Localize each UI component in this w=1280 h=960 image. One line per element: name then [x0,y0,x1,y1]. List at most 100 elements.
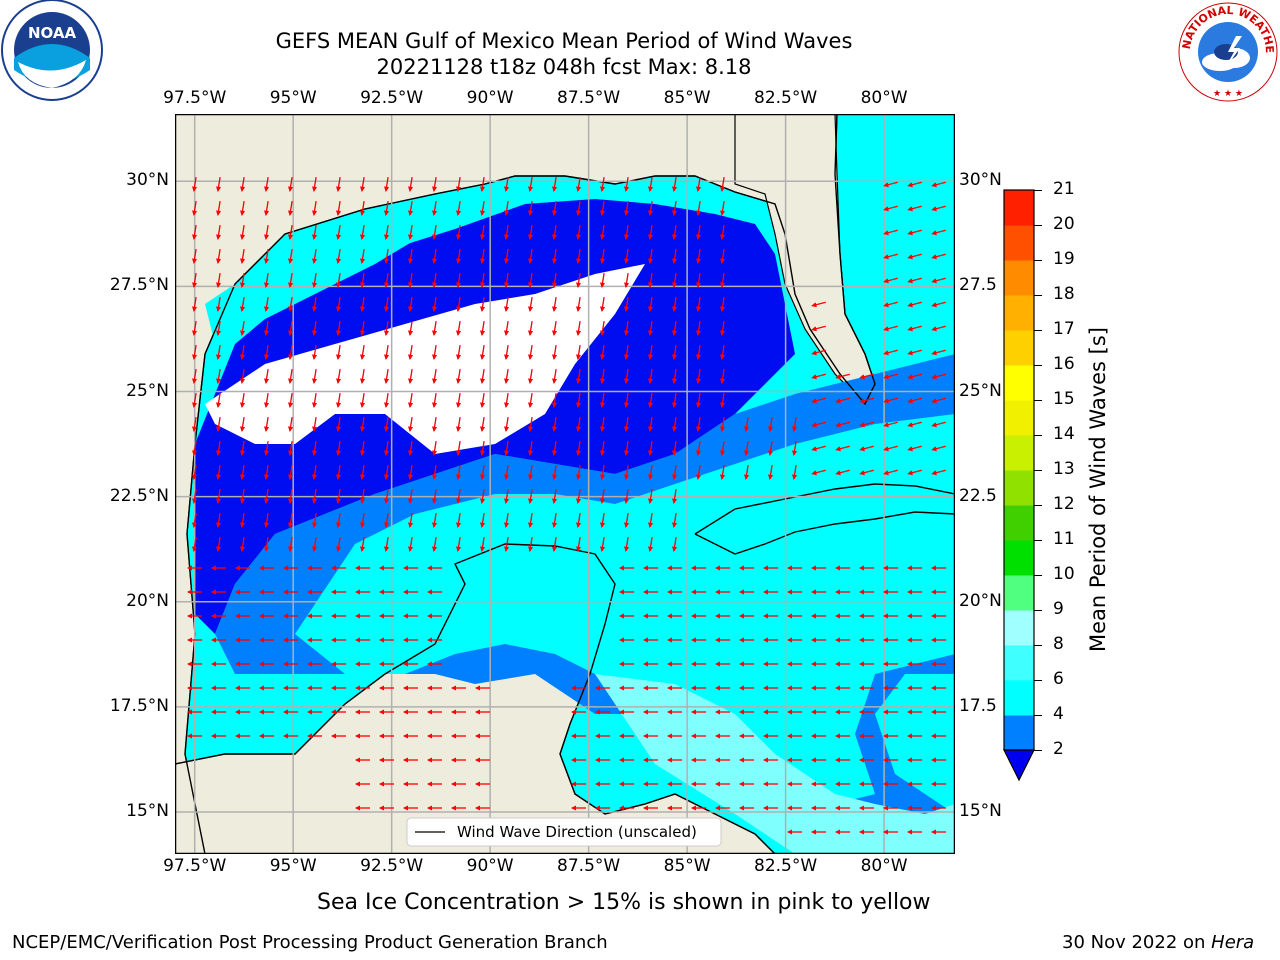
wave-direction-arrow [311,296,318,312]
nws-logo: NATIONAL WEATHER SERVICE ★ ★ ★ [1176,0,1278,102]
colorbar-tick-label: 15 [1053,389,1075,409]
wave-direction-arrow [191,416,198,432]
colorbar-segment [1004,400,1034,436]
wave-direction-arrow [287,272,294,288]
wave-direction-arrow [407,392,414,408]
wave-direction-arrow [695,200,702,216]
wave-direction-arrow [407,176,414,192]
wave-direction-arrow [383,536,390,552]
wave-direction-arrow [551,536,558,552]
wave-direction-arrow [623,296,630,312]
wave-direction-arrow [695,416,702,432]
wave-direction-arrow [599,248,606,264]
wave-direction-arrow [695,176,702,192]
wave-direction-arrow [431,344,438,360]
wave-direction-arrow [599,320,606,336]
wave-direction-arrow [575,416,582,432]
wave-direction-arrow [623,536,630,552]
wave-direction-arrow [311,344,318,360]
wave-direction-arrow [623,344,630,360]
wave-direction-arrow [455,344,462,360]
wave-direction-arrow [359,248,366,264]
longitude-label-top: 80°W [860,88,908,108]
wave-direction-arrow [623,272,630,288]
colorbar-tick-label: 4 [1053,704,1064,724]
wave-direction-arrow [359,224,366,240]
wave-direction-arrow [287,200,294,216]
wave-direction-arrow [455,440,462,456]
colorbar-tick-label: 16 [1053,354,1075,374]
wave-direction-arrow [215,488,222,504]
wave-direction-arrow [743,416,750,432]
wave-direction-arrow [907,421,922,428]
wave-direction-arrow [835,445,850,452]
wave-direction-arrow [431,224,438,240]
wave-direction-arrow [311,368,318,384]
wave-direction-arrow [551,512,558,528]
wave-direction-arrow [191,296,198,312]
wave-direction-arrow [671,368,678,384]
wave-direction-arrow [215,392,222,408]
wave-direction-arrow [883,469,898,476]
wave-direction-arrow [407,272,414,288]
wave-direction-arrow [527,248,534,264]
wave-direction-arrow [575,488,582,504]
wave-direction-arrow [647,200,654,216]
wave-direction-arrow [811,445,826,452]
colorbar-tick-mark [1034,540,1042,541]
wave-direction-arrow [335,272,342,288]
wave-direction-arrow [575,320,582,336]
wave-direction-arrow [359,488,366,504]
wave-direction-arrow [599,176,606,192]
wave-direction-arrow [263,440,270,456]
wave-direction-arrow [359,416,366,432]
colorbar-tick-mark [1034,435,1042,436]
wave-direction-arrow [455,296,462,312]
wave-direction-arrow [623,488,630,504]
gulf-of-mexico-map: Wind Wave Direction (unscaled) [175,114,955,854]
wave-direction-arrow [239,224,246,240]
wave-direction-arrow [599,536,606,552]
wave-direction-arrow [431,200,438,216]
colorbar-tick-mark [1034,470,1042,471]
wave-direction-arrow [931,469,946,476]
wave-direction-arrow [767,416,774,432]
wave-direction-arrow [335,320,342,336]
wave-direction-arrow [263,200,270,216]
wave-direction-arrow [671,512,678,528]
latitude-label-right: 27.5 [959,275,997,296]
wave-direction-arrow [359,176,366,192]
colorbar-segment [1004,575,1034,611]
wave-direction-arrow [811,469,826,476]
wave-direction-arrow [695,296,702,312]
wave-direction-arrow [907,181,922,188]
wave-direction-arrow [527,512,534,528]
colorbar-tick-mark [1034,610,1042,611]
wave-band-pale-cyan [595,674,955,854]
latitude-label-left: 30°N [126,170,169,191]
wave-direction-arrow [215,464,222,480]
longitude-label-bottom: 95°W [269,856,317,876]
wave-direction-arrow [623,200,630,216]
wave-direction-arrow [407,200,414,216]
wave-direction-arrow [215,200,222,216]
wave-direction-arrow [671,224,678,240]
wave-direction-arrow [791,464,798,480]
wave-direction-arrow [359,512,366,528]
wave-direction-arrow [883,301,898,308]
wave-direction-arrow [383,200,390,216]
wave-direction-arrow [647,440,654,456]
map-legend: Wind Wave Direction (unscaled) [406,817,722,847]
wave-direction-arrow [239,344,246,360]
wave-direction-arrow [335,176,342,192]
wave-direction-arrow [907,349,922,356]
wave-direction-arrow [335,344,342,360]
longitude-label-bottom: 80°W [860,856,908,876]
wave-direction-arrow [811,421,826,428]
wave-direction-arrow [835,469,850,476]
wave-direction-arrow [479,488,486,504]
wave-direction-arrow [431,272,438,288]
wave-direction-arrow [883,349,898,356]
wave-direction-arrow [527,176,534,192]
wave-direction-arrow [263,488,270,504]
